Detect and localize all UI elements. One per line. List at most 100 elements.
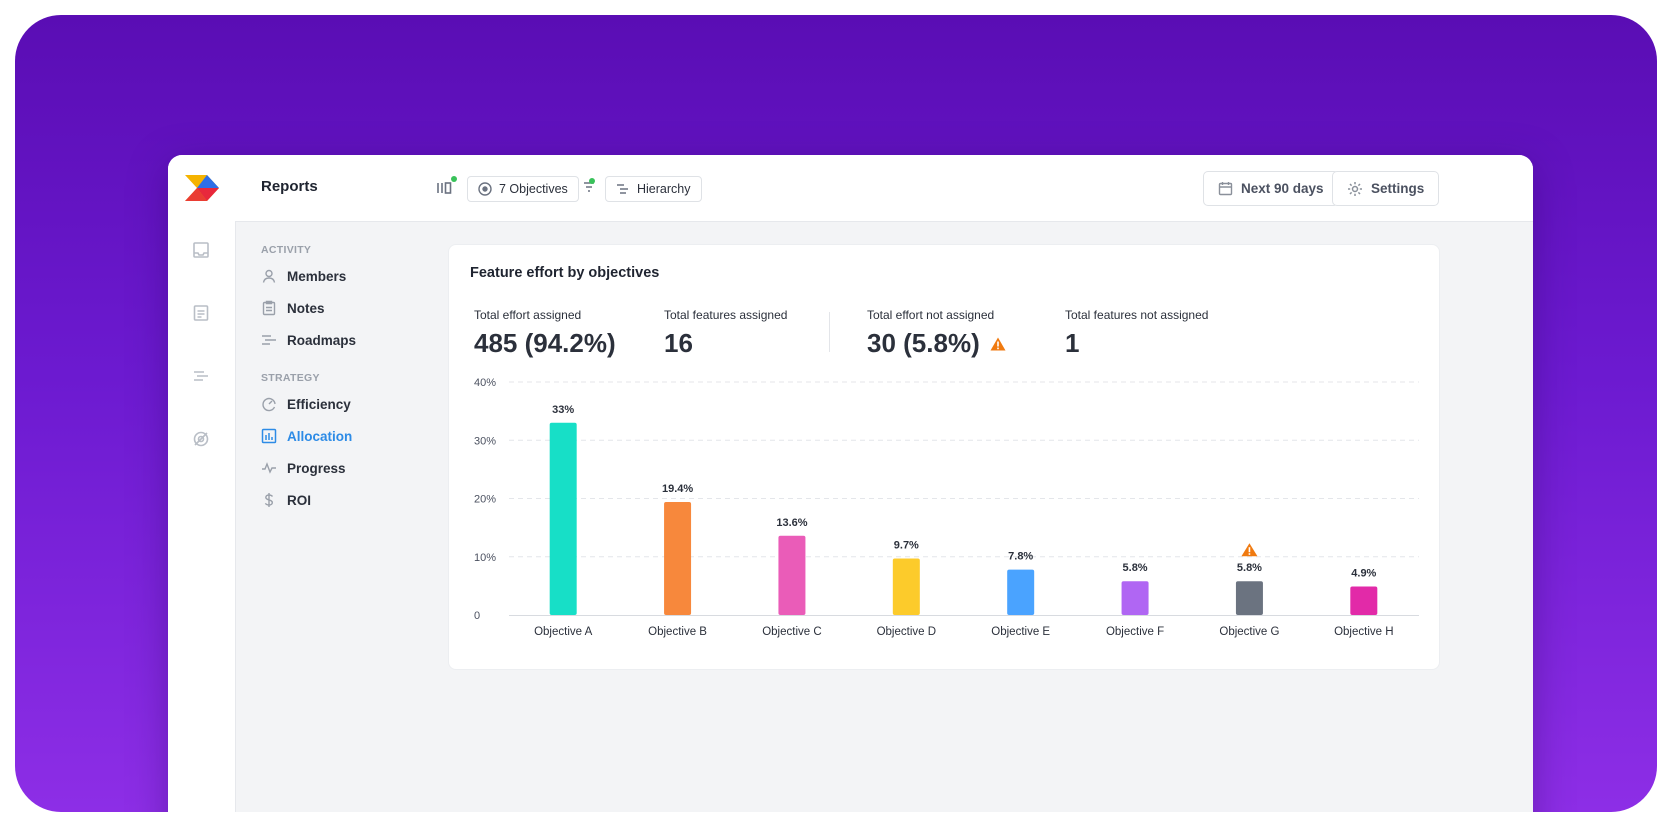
clipboard-icon (262, 300, 276, 316)
app-logo-icon[interactable] (185, 175, 219, 201)
hierarchy-chip[interactable]: Hierarchy (605, 176, 702, 202)
gear-icon (1348, 181, 1362, 196)
app-window: Reports 7 Objectives Hierarchy (168, 155, 1533, 812)
stat-value-text: 1 (1065, 328, 1080, 358)
hierarchy-chip-label: Hierarchy (637, 182, 691, 196)
bar (1235, 581, 1263, 615)
roadmap-icon[interactable] (192, 367, 210, 385)
data-label: 4.9% (1351, 567, 1376, 579)
stat-label: Total features not assigned (1065, 308, 1209, 322)
objectives-chip-label: 7 Objectives (499, 182, 568, 196)
purple-background: Reports 7 Objectives Hierarchy (15, 15, 1657, 812)
report-card: Feature effort by objectives Total effor… (448, 244, 1440, 670)
x-tick-label: Objective B (648, 626, 707, 638)
hierarchy-icon (617, 184, 628, 194)
allocation-bar-chart: 0 10% 20% 30% 40% 33% Objective A 19.4% Objectiv… (474, 377, 1419, 638)
x-tick-label: Objective G (1219, 626, 1279, 638)
columns-icon[interactable] (435, 179, 455, 197)
roadmap-icon (262, 335, 276, 345)
x-tick-label: Objective C (762, 626, 821, 638)
sidebar-item-label: Allocation (287, 428, 353, 444)
data-label: 5.8% (1123, 562, 1148, 574)
sidebar-item-members[interactable]: Members (261, 265, 346, 287)
sidebar-item-progress[interactable]: Progress (261, 457, 346, 479)
stat-total-effort-assigned: Total effort assigned 485 (94.2%) (474, 308, 616, 359)
filter-active-dot (589, 178, 595, 184)
y-tick-label: 20% (474, 494, 496, 506)
data-label: 19.4% (662, 483, 693, 495)
icon-rail (168, 155, 236, 812)
sidebar-item-label: Progress (287, 460, 346, 476)
data-label: 13.6% (776, 517, 807, 529)
stat-value: 485 (94.2%) (474, 328, 616, 359)
data-label: 33% (552, 404, 574, 416)
y-tick-label: 40% (474, 377, 496, 389)
bar (1350, 586, 1378, 615)
nav-section-activity: ACTIVITY (261, 244, 312, 256)
inbox-icon[interactable] (192, 241, 210, 259)
sidebar-item-roadmaps[interactable]: Roadmaps (261, 329, 356, 351)
stat-value: 30 (5.8%) (867, 328, 1006, 359)
columns-active-dot (451, 176, 457, 182)
y-tick-label: 30% (474, 435, 496, 447)
sidebar-item-notes[interactable]: Notes (261, 297, 325, 319)
top-bar: Reports 7 Objectives Hierarchy (235, 155, 1533, 222)
stat-label: Total effort not assigned (867, 308, 995, 322)
page-title: Reports (261, 178, 318, 195)
y-tick-label: 10% (474, 552, 496, 564)
reports-sidebar: ACTIVITY Members Notes Roadmaps STRATEG (235, 221, 435, 812)
stat-value: 1 (1065, 328, 1208, 359)
data-label: 5.8% (1237, 562, 1262, 574)
nav-section-strategy: STRATEGY (261, 372, 320, 384)
stat-label: Total effort assigned (474, 308, 582, 322)
sidebar-item-efficiency[interactable]: Efficiency (261, 393, 351, 415)
settings-label: Settings (1371, 181, 1425, 196)
bar (778, 535, 806, 615)
settings-button[interactable]: Settings (1332, 171, 1440, 206)
user-icon (262, 269, 276, 283)
sidebar-item-allocation[interactable]: Allocation (261, 425, 352, 447)
stat-total-effort-not-assigned: Total effort not assigned 30 (5.8%) (867, 308, 1006, 359)
date-range-button[interactable]: Next 90 days (1203, 171, 1339, 206)
sidebar-item-roi[interactable]: ROI (261, 489, 311, 511)
dollar-icon (264, 493, 274, 507)
bar (1121, 581, 1149, 615)
bar (664, 501, 692, 615)
x-tick-label: Objective A (534, 626, 592, 638)
date-range-label: Next 90 days (1241, 181, 1324, 196)
warning-icon-mark (1248, 547, 1251, 553)
sidebar-item-label: Notes (287, 300, 325, 316)
sidebar-item-label: ROI (287, 492, 312, 508)
bar (892, 558, 920, 615)
target-icon (478, 182, 492, 196)
y-tick-label: 0 (474, 610, 480, 622)
stats-divider (829, 312, 830, 352)
x-tick-label: Objective D (877, 626, 936, 638)
warning-icon-dot (1248, 553, 1251, 555)
objectives-filter-chip[interactable]: 7 Objectives (467, 176, 579, 202)
x-tick-label: Objective E (991, 626, 1050, 638)
sidebar-item-label: Members (287, 268, 347, 284)
stat-value-text: 30 (5.8%) (867, 328, 980, 358)
sidebar-item-label: Efficiency (287, 396, 351, 412)
pulse-icon (262, 462, 276, 474)
gauge-icon (262, 397, 276, 412)
bar-chart-icon (261, 428, 277, 444)
x-tick-label: Objective H (1334, 626, 1393, 638)
strategy-icon[interactable] (192, 430, 210, 448)
stat-value: 16 (664, 328, 787, 359)
report-title: Feature effort by objectives (470, 265, 660, 281)
data-label: 9.7% (894, 539, 919, 551)
bar (549, 422, 577, 615)
notes-icon[interactable] (192, 304, 210, 322)
stat-total-features-not-assigned: Total features not assigned 1 (1065, 308, 1208, 359)
stat-label: Total features assigned (664, 308, 788, 322)
bar (1007, 569, 1035, 615)
x-tick-label: Objective F (1106, 626, 1164, 638)
stat-value-text: 485 (94.2%) (474, 328, 616, 358)
data-label: 7.8% (1008, 551, 1033, 563)
warning-icon (990, 337, 1006, 350)
stat-value-text: 16 (664, 328, 693, 358)
calendar-icon (1218, 182, 1233, 196)
sidebar-item-label: Roadmaps (287, 332, 357, 348)
